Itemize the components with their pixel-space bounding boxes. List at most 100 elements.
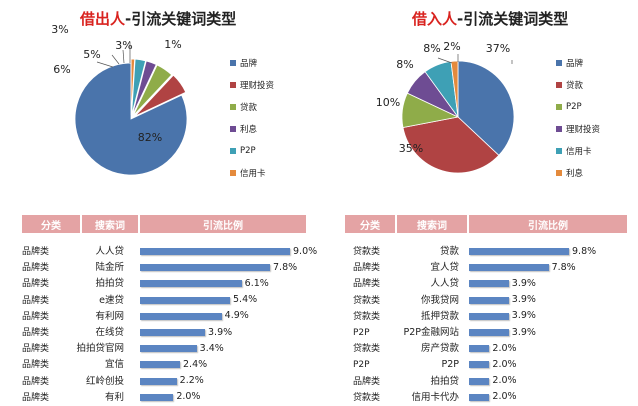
row-bar (140, 264, 270, 272)
legend-swatch-3 (230, 126, 236, 132)
row-term: 房产贷款 (420, 343, 459, 355)
legend-label-1: 贷款 (566, 81, 584, 91)
pie-slice-label-0: 37% (486, 42, 510, 55)
borrower-pie-title: 借入人-引流关键词类型 (412, 8, 568, 29)
row-bar (469, 312, 509, 320)
legend-swatch-4 (230, 148, 236, 154)
table-row: 贷款类 房产贷款 2.0% (345, 341, 627, 357)
legend-label-0: 品牌 (566, 59, 584, 69)
legend-item-0: 品牌 (556, 52, 600, 74)
row-category: P2P (353, 360, 370, 371)
row-term: 宜人贷 (430, 262, 459, 274)
row-bar-area: 3.4% (140, 343, 330, 354)
row-term: 抵押贷款 (420, 310, 459, 322)
header-ratio: 引流比例 (469, 215, 627, 233)
legend-swatch-2 (230, 104, 236, 110)
pie-slice-label-1: 35% (399, 142, 423, 155)
legend-item-4: 信用卡 (556, 140, 600, 162)
row-bar-area: 7.8% (140, 262, 330, 273)
row-term: e速贷 (99, 294, 124, 306)
row-term: 贷款 (439, 246, 459, 257)
row-percent-label: 2.0% (492, 391, 517, 403)
pie-slice-label-5: 2% (443, 40, 460, 53)
row-term: 人人贷 (430, 278, 459, 290)
table-row: 品牌类 人人贷 3.9% (345, 276, 627, 292)
borrower-pie-title-highlight: 借入人 (412, 10, 458, 28)
table-row: 品牌类 宜人贷 7.8% (345, 260, 627, 276)
row-category: 品牌类 (22, 263, 50, 274)
row-bar (140, 377, 177, 385)
pie-slice-1 (402, 116, 500, 174)
legend-item-3: 理财投资 (556, 118, 600, 140)
row-category: 品牌类 (22, 392, 50, 403)
pie-slice-label-5: 1% (164, 38, 181, 51)
row-bar (469, 248, 569, 255)
table-row: 品牌类 拍拍贷 6.1% (22, 276, 306, 292)
legend-label-4: P2P (240, 146, 256, 156)
table-row: 品牌类 有利网 4.9% (22, 309, 306, 325)
table-row: 品牌类 拍拍贷 2.0% (345, 374, 627, 390)
row-term: 有利 (104, 391, 124, 403)
pie-slice-1 (134, 74, 187, 117)
table-row: 品牌类 红岭创投 2.2% (22, 374, 306, 390)
row-bar (469, 264, 549, 272)
row-percent-label: 5.4% (233, 294, 258, 306)
legend-swatch-5 (556, 170, 562, 176)
row-category: 贷款类 (353, 295, 381, 306)
pie-slice-label-0: 82% (138, 131, 162, 144)
row-bar-area: 9.8% (469, 246, 609, 257)
legend-label-4: 信用卡 (566, 147, 592, 157)
legend-swatch-5 (230, 170, 236, 176)
row-term: 拍拍贷官网 (76, 343, 124, 355)
lender-pie-title-rest: -引流关键词类型 (125, 10, 237, 28)
row-bar-area: 6.1% (140, 278, 330, 289)
header-category: 分类 (22, 215, 80, 233)
row-bar (140, 329, 205, 336)
table-row: 品牌类 宜信 2.4% (22, 357, 306, 373)
row-term: 信用卡代办 (411, 391, 459, 403)
row-category: 品牌类 (353, 263, 381, 274)
row-category: 品牌类 (22, 295, 50, 306)
row-term: 人人贷 (95, 246, 124, 257)
row-percent-label: 2.0% (492, 375, 517, 387)
borrower-pie-chart: 37%35%10%8%8% 2% (376, 40, 515, 174)
table-row: 品牌类 拍拍贷官网 3.4% (22, 341, 306, 357)
table-row: P2P P2P金融网站 3.9% (345, 325, 627, 341)
pie-slice-label-4: 3% (115, 39, 132, 52)
row-category: 品牌类 (353, 376, 381, 387)
row-percent-label: 9.0% (293, 245, 318, 257)
row-bar (469, 296, 509, 304)
pie-slice-5 (130, 58, 136, 116)
row-category: 品牌类 (22, 279, 50, 290)
legend-label-5: 信用卡 (240, 169, 266, 179)
table-row: 品牌类 陆金所 7.8% (22, 260, 306, 276)
row-percent-label: 2.2% (179, 375, 204, 387)
row-category: 品牌类 (22, 376, 50, 387)
borrower-pie-title-rest: -引流关键词类型 (457, 10, 569, 28)
legend-item-1: 贷款 (556, 74, 600, 96)
pie-slice-label-2: 10% (376, 96, 400, 109)
legend-label-3: 理财投资 (566, 125, 601, 135)
leader-line-1 (122, 49, 125, 64)
row-bar (140, 312, 222, 320)
row-bar (469, 377, 490, 385)
legend-label-2: 贷款 (240, 103, 258, 113)
row-bar (140, 280, 242, 288)
row-bar (140, 345, 197, 353)
legend-item-0: 品牌 (230, 52, 274, 74)
table-row: 贷款类 信用卡代办 2.0% (345, 390, 627, 406)
pie-slice-0 (457, 60, 515, 156)
row-bar-area: 3.9% (140, 327, 330, 338)
row-percent-label: 6.1% (244, 277, 269, 289)
row-bar-area: 2.0% (469, 391, 609, 402)
row-bar-area: 7.8% (469, 262, 609, 273)
pie-slice-4 (131, 58, 147, 116)
row-percent-label: 7.8% (551, 261, 576, 273)
pie-slice-label-3: 3% (51, 23, 68, 36)
table-row: 品牌类 在线贷 3.9% (22, 325, 306, 341)
row-term: 有利网 (95, 310, 124, 322)
legend-swatch-0 (230, 60, 236, 66)
borrower-pie-legend: 品牌 贷款 P2P 理财投资 信用卡 利息 (556, 52, 600, 184)
row-bar (140, 248, 290, 255)
legend-item-1: 理财投资 (230, 74, 274, 96)
